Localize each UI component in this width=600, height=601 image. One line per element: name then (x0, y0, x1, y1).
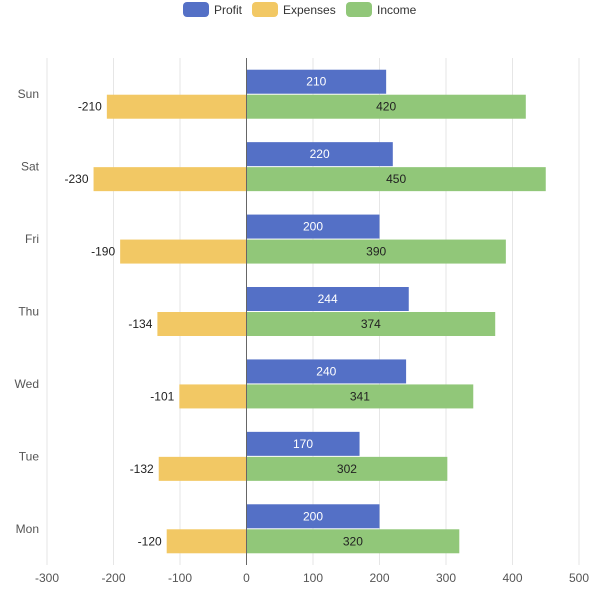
y-category-label: Wed (15, 377, 39, 391)
bar-label-income: 450 (386, 172, 406, 186)
bar-profit (246, 69, 387, 94)
legend-label-income[interactable]: Income (377, 3, 417, 17)
bars: 210 -210 420 220 -230 450 200 -190 390 244 -134 374… (65, 69, 546, 554)
bar-label-profit: 200 (303, 220, 323, 234)
x-tick-label: 400 (502, 571, 522, 585)
bar-label-expenses: -210 (78, 100, 102, 114)
bar-label-profit: 200 (303, 509, 323, 523)
x-tick-label: 100 (303, 571, 323, 585)
bar-expenses (166, 529, 247, 554)
bar-label-income: 320 (343, 534, 363, 548)
bar-income (246, 167, 546, 192)
x-tick-label: 500 (569, 571, 589, 585)
bar-income (246, 456, 448, 481)
bar-profit (246, 359, 407, 384)
y-category-label: Fri (25, 232, 39, 246)
bar-profit (246, 431, 360, 456)
bar-label-expenses: -120 (138, 534, 162, 548)
bar-label-income: 302 (337, 462, 357, 476)
bar-label-income: 420 (376, 100, 396, 114)
bar-profit (246, 287, 409, 311)
bar-expenses (120, 239, 247, 264)
bar-label-expenses: -101 (150, 389, 174, 403)
legend-swatch-expenses[interactable] (252, 2, 278, 17)
bar-label-profit: 170 (293, 437, 313, 451)
x-tick-label: 0 (243, 571, 250, 585)
x-tick-label: 300 (436, 571, 456, 585)
legend-swatch-profit[interactable] (183, 2, 209, 17)
legend-label-profit[interactable]: Profit (214, 3, 243, 17)
y-category-label: Sat (21, 160, 40, 174)
bar-label-expenses: -190 (91, 245, 115, 259)
x-tick-label: -200 (101, 571, 125, 585)
x-tick-label: -300 (35, 571, 59, 585)
bar-label-expenses: -132 (130, 462, 154, 476)
grid-lines (46, 58, 580, 565)
x-tick-label: 200 (369, 571, 389, 585)
y-category-label: Mon (16, 522, 39, 536)
bar-expenses (93, 167, 247, 192)
bar-expenses (157, 312, 247, 336)
bar-label-expenses: -134 (128, 317, 152, 331)
bar-label-profit: 210 (306, 75, 326, 89)
axes: -300 -200 -100 0 100 200 300 400 500 Sun Sat Fri Thu… (15, 58, 589, 585)
y-category-label: Sun (18, 87, 39, 101)
bar-label-profit: 244 (318, 292, 338, 306)
bar-income (246, 312, 496, 336)
legend: Profit Expenses Income (183, 2, 417, 17)
legend-label-expenses[interactable]: Expenses (283, 3, 336, 17)
bar-income (246, 384, 474, 409)
bar-label-income: 374 (361, 317, 381, 331)
y-category-label: Tue (19, 449, 40, 463)
bar-expenses (158, 456, 247, 481)
bar-profit (246, 504, 380, 529)
bar-label-profit: 240 (316, 364, 336, 378)
bar-income (246, 239, 506, 264)
x-tick-label: -100 (168, 571, 192, 585)
bar-label-income: 390 (366, 245, 386, 259)
bar-expenses (179, 384, 247, 409)
bar-label-expenses: -230 (65, 172, 89, 186)
bar-label-income: 341 (350, 389, 370, 403)
legend-swatch-income[interactable] (346, 2, 372, 17)
bar-profit (246, 214, 380, 239)
bar-expenses (106, 94, 247, 119)
bar-income (246, 529, 460, 554)
bar-label-profit: 220 (310, 147, 330, 161)
bar-profit (246, 142, 393, 167)
y-category-label: Thu (18, 305, 39, 319)
bar-income (246, 94, 526, 119)
